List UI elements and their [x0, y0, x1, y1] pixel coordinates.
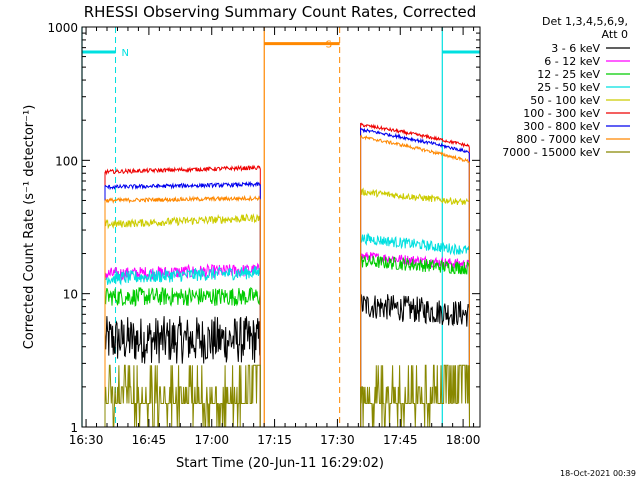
series-line-6-seg-0 [104, 180, 261, 428]
footer-timestamp: 18-Oct-2021 00:39 [560, 469, 636, 478]
series-line-0-seg-1 [360, 294, 470, 428]
series-line-7-seg-0 [104, 194, 261, 428]
legend-label: 300 - 800 keV [523, 120, 600, 133]
legend-label: 25 - 50 keV [537, 81, 600, 94]
legend-label: 50 - 100 keV [530, 94, 600, 107]
series-line-6-seg-1 [360, 126, 470, 428]
series-line-5-seg-0 [104, 164, 261, 428]
legend-label: 3 - 6 keV [551, 42, 600, 55]
saa-marker-label: S [326, 40, 332, 51]
x-tick-label: 17:30 [320, 433, 355, 447]
series-line-4-seg-0 [104, 213, 261, 428]
y-tick-label: 1000 [47, 21, 78, 35]
x-tick-label: 18:00 [446, 433, 481, 447]
y-tick-label: 1 [70, 421, 78, 435]
series-line-3-seg-0 [104, 265, 261, 428]
series-line-2-seg-1 [360, 255, 470, 428]
x-tick-label: 17:00 [194, 433, 229, 447]
series-line-8-seg-1 [360, 364, 470, 428]
x-tick-label: 17:45 [383, 433, 418, 447]
legend-label: 7000 - 15000 keV [502, 146, 600, 159]
chart-title: RHESSI Observing Summary Count Rates, Co… [84, 3, 477, 21]
series-line-3-seg-1 [360, 232, 470, 428]
legend-header-line2: Att 0 [602, 28, 628, 41]
series-line-7-seg-1 [360, 134, 470, 428]
series-line-0-seg-0 [104, 315, 261, 428]
plot-frame [81, 26, 481, 428]
legend-label: 6 - 12 keV [544, 55, 600, 68]
x-tick-label: 16:45 [132, 433, 167, 447]
legend-label: 800 - 7000 keV [516, 133, 600, 146]
series-line-8-seg-0 [104, 364, 261, 428]
x-tick-label: 17:15 [257, 433, 292, 447]
legend-header-line1: Det 1,3,4,5,6,9, [542, 15, 628, 28]
y-tick-label: 10 [63, 288, 78, 302]
legend-label: 100 - 300 keV [523, 107, 600, 120]
x-tick-label: 16:30 [69, 433, 104, 447]
series-line-2-seg-0 [104, 286, 261, 428]
x-axis-label: Start Time (20-Jun-11 16:29:02) [176, 456, 384, 471]
night-marker-label: N [122, 48, 129, 59]
y-tick-label: 100 [55, 154, 78, 168]
series-line-4-seg-1 [360, 187, 470, 428]
series-line-5-seg-1 [360, 122, 470, 428]
y-axis-label: Corrected Count Rate (s⁻¹ detector⁻¹) [22, 105, 37, 350]
legend-label: 12 - 25 keV [537, 68, 600, 81]
